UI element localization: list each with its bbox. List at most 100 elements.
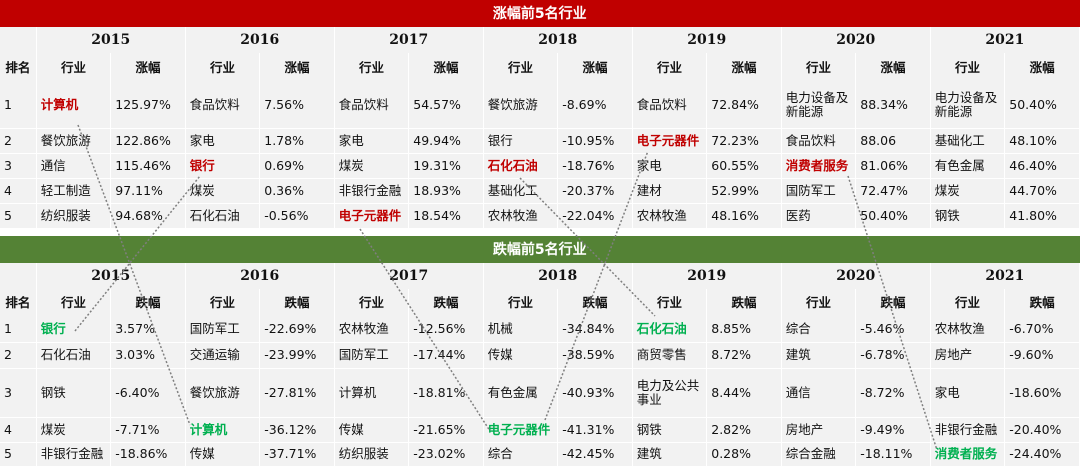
fall-value-cell: -24.40% bbox=[1004, 442, 1080, 467]
rise-industry-header: 行业 bbox=[483, 53, 559, 82]
fall-value-cell: -6.70% bbox=[1004, 316, 1080, 343]
fall-value-cell: -22.69% bbox=[259, 316, 335, 343]
fall-rank-header: 排名 bbox=[0, 289, 37, 316]
rise-value-cell: 115.46% bbox=[110, 153, 186, 179]
rise-year-1: 2016 bbox=[185, 27, 335, 53]
fall-table-row: 5 非银行金融 -18.86% 传媒 -37.71% 纺织服装 -23.02% 综合 -42.4… bbox=[0, 442, 1080, 467]
fall-industry-cell: 计算机 bbox=[185, 417, 261, 443]
fall-value-cell: -37.71% bbox=[259, 442, 335, 467]
fall-value-cell: -21.65% bbox=[408, 417, 484, 443]
rise-value-cell: 97.11% bbox=[110, 178, 186, 204]
rise-value-cell: 122.86% bbox=[110, 128, 186, 154]
fall-industry-cell: 国防军工 bbox=[334, 342, 410, 369]
fall-industry-cell: 非银行金融 bbox=[930, 417, 1006, 443]
rise-industry-cell: 煤炭 bbox=[334, 153, 410, 179]
rise-industry-header: 行业 bbox=[185, 53, 261, 82]
rise-value-cell: 46.40% bbox=[1004, 153, 1080, 179]
rise-industry-cell: 电子元器件 bbox=[632, 128, 708, 154]
fall-table-row: 1 银行 3.57% 国防军工 -22.69% 农林牧渔 -12.56% 机械 -34.84% 石… bbox=[0, 316, 1080, 343]
fall-industry-cell: 国防军工 bbox=[185, 316, 261, 343]
fall-value-header: 跌幅 bbox=[110, 289, 186, 316]
rise-year-4: 2019 bbox=[632, 27, 782, 53]
rise-top5-table: 涨幅前5名行业 2015 2016 2017 2018 2019 2020 2021 排名 行业涨… bbox=[0, 0, 1080, 229]
fall-rank-cell: 4 bbox=[0, 417, 37, 443]
fall-value-cell: -6.40% bbox=[110, 368, 186, 418]
rise-header-row: 排名 行业 涨幅 行业 涨幅 行业 涨幅 行业 涨幅 行业 涨幅 行业 涨幅 行业 涨幅 bbox=[0, 53, 1080, 82]
rise-value-header: 涨幅 bbox=[706, 53, 782, 82]
fall-value-header: 跌幅 bbox=[259, 289, 335, 316]
fall-industry-cell: 电力及公共事业 bbox=[632, 368, 708, 418]
rise-industry-cell: 家电 bbox=[632, 153, 708, 179]
fall-industry-header: 行业 bbox=[185, 289, 261, 316]
fall-value-cell: -18.60% bbox=[1004, 368, 1080, 418]
fall-rank-cell: 5 bbox=[0, 442, 37, 467]
rise-year-5: 2020 bbox=[781, 27, 931, 53]
fall-industry-cell: 纺织服装 bbox=[334, 442, 410, 467]
fall-value-cell: -34.84% bbox=[557, 316, 633, 343]
fall-value-cell: -38.59% bbox=[557, 342, 633, 369]
rise-value-header: 涨幅 bbox=[1004, 53, 1080, 82]
rise-year-0: 2015 bbox=[36, 27, 186, 53]
rise-industry-cell: 家电 bbox=[185, 128, 261, 154]
rise-industry-cell: 钢铁 bbox=[930, 203, 1006, 229]
rise-industry-cell: 基础化工 bbox=[930, 128, 1006, 154]
rise-industry-cell: 餐饮旅游 bbox=[36, 128, 112, 154]
rise-industry-header: 行业 bbox=[632, 53, 708, 82]
rise-industry-cell: 餐饮旅游 bbox=[483, 82, 559, 129]
fall-industry-cell: 非银行金融 bbox=[36, 442, 112, 467]
rise-banner-title: 涨幅前5名行业 bbox=[0, 0, 1080, 27]
rise-industry-cell: 纺织服装 bbox=[36, 203, 112, 229]
rise-value-cell: -18.76% bbox=[557, 153, 633, 179]
fall-industry-cell: 房地产 bbox=[781, 417, 857, 443]
fall-value-cell: -6.78% bbox=[855, 342, 931, 369]
rise-industry-cell: 计算机 bbox=[36, 82, 112, 129]
rise-value-cell: 88.06 bbox=[855, 128, 931, 154]
fall-industry-cell: 综合金融 bbox=[781, 442, 857, 467]
fall-year-2: 2017 bbox=[334, 263, 484, 289]
rise-industry-cell: 食品饮料 bbox=[632, 82, 708, 129]
rise-industry-cell: 食品饮料 bbox=[781, 128, 857, 154]
rise-industry-cell: 农林牧渔 bbox=[632, 203, 708, 229]
rise-rank-cell: 5 bbox=[0, 203, 37, 229]
rise-value-header: 涨幅 bbox=[855, 53, 931, 82]
fall-value-cell: -18.81% bbox=[408, 368, 484, 418]
fall-year-row: 2015 2016 2017 2018 2019 2020 2021 bbox=[0, 263, 1080, 289]
rise-value-cell: 60.55% bbox=[706, 153, 782, 179]
fall-value-cell: 8.72% bbox=[706, 342, 782, 369]
fall-value-cell: -36.12% bbox=[259, 417, 335, 443]
fall-value-cell: -20.40% bbox=[1004, 417, 1080, 443]
fall-table-row: 3 钢铁 -6.40% 餐饮旅游 -27.81% 计算机 -18.81% 有色金属 -40.93… bbox=[0, 368, 1080, 418]
fall-value-header: 跌幅 bbox=[855, 289, 931, 316]
fall-table-row: 2 石化石油 3.03% 交通运输 -23.99% 国防军工 -17.44% 传媒 -38.59… bbox=[0, 342, 1080, 369]
rise-value-header: 涨幅 bbox=[110, 53, 186, 82]
rise-industry-cell: 煤炭 bbox=[185, 178, 261, 204]
fall-year-6: 2021 bbox=[930, 263, 1080, 289]
rise-industry-cell: 家电 bbox=[334, 128, 410, 154]
fall-header-row: 排名 行业 跌幅 行业 跌幅 行业 跌幅 行业 跌幅 行业 跌幅 行业 跌幅 行业 跌幅 bbox=[0, 289, 1080, 316]
rise-industry-cell: 基础化工 bbox=[483, 178, 559, 204]
rise-value-cell: 44.70% bbox=[1004, 178, 1080, 204]
fall-rank-cell: 2 bbox=[0, 342, 37, 369]
fall-industry-cell: 传媒 bbox=[185, 442, 261, 467]
fall-industry-cell: 建筑 bbox=[781, 342, 857, 369]
rise-rank-cell: 2 bbox=[0, 128, 37, 154]
rise-value-cell: 94.68% bbox=[110, 203, 186, 229]
fall-industry-cell: 计算机 bbox=[334, 368, 410, 418]
fall-value-cell: -9.60% bbox=[1004, 342, 1080, 369]
rise-industry-cell: 轻工制造 bbox=[36, 178, 112, 204]
rise-value-header: 涨幅 bbox=[259, 53, 335, 82]
rise-industry-cell: 银行 bbox=[185, 153, 261, 179]
rise-value-header: 涨幅 bbox=[408, 53, 484, 82]
rise-value-cell: 72.23% bbox=[706, 128, 782, 154]
fall-year-corner bbox=[0, 263, 37, 289]
rise-industry-header: 行业 bbox=[930, 53, 1006, 82]
fall-top5-table: 跌幅前5名行业 2015 2016 2017 2018 2019 2020 2021 排名 行业跌… bbox=[0, 236, 1080, 467]
rise-industry-cell: 消费者服务 bbox=[781, 153, 857, 179]
fall-industry-header: 行业 bbox=[483, 289, 559, 316]
fall-industry-cell: 石化石油 bbox=[36, 342, 112, 369]
fall-industry-cell: 综合 bbox=[781, 316, 857, 343]
rise-industry-header: 行业 bbox=[334, 53, 410, 82]
rise-industry-cell: 非银行金融 bbox=[334, 178, 410, 204]
rise-value-cell: 125.97% bbox=[110, 82, 186, 129]
